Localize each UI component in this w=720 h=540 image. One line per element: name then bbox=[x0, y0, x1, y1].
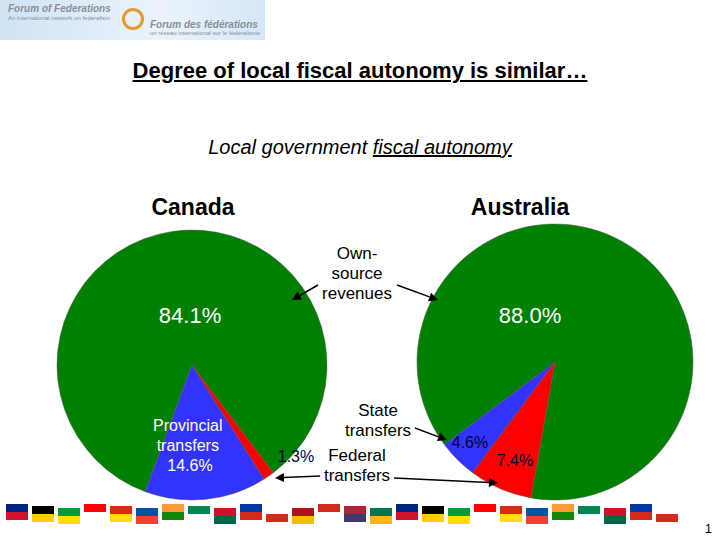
svg-text:transfers: transfers bbox=[157, 437, 224, 454]
svg-text:Provincial: Provincial bbox=[153, 417, 227, 434]
svg-text:transfers: transfers bbox=[324, 466, 390, 485]
html-text:Degree of local fiscal autonom: Degree of local fiscal autonomy is simil… bbox=[132, 58, 588, 83]
svg-text:Australia: Australia bbox=[471, 194, 570, 220]
svg-text:84.1%: 84.1% bbox=[159, 303, 221, 328]
svg-text:State: State bbox=[358, 401, 398, 420]
svg-text:7.4%: 7.4% bbox=[497, 452, 533, 469]
html-text:Forum des fédérations: Forum des fédérations bbox=[150, 19, 258, 30]
svg-text:4.6%: 4.6% bbox=[452, 434, 488, 451]
html-text:1: 1 bbox=[704, 521, 712, 536]
svg-text:88.0%: 88.0% bbox=[499, 303, 561, 328]
svg-text:transfers: transfers bbox=[345, 421, 411, 440]
svg-text:14.6%: 14.6% bbox=[167, 457, 212, 474]
html-text:An international network on fe: An international network on federalism bbox=[8, 15, 111, 21]
html-text:Local government fiscal autono: Local government fiscal autonomy bbox=[208, 136, 512, 158]
svg-text:1.3%: 1.3% bbox=[278, 448, 314, 465]
html-text:un réseau international sur le: un réseau international sur le fédéralis… bbox=[150, 30, 261, 36]
svg-text:revenues: revenues bbox=[322, 284, 392, 303]
html-text:Forum of Federations: Forum of Federations bbox=[8, 3, 111, 14]
svg-text:Own-: Own- bbox=[337, 244, 378, 263]
svg-text:source: source bbox=[331, 264, 382, 283]
svg-text:Federal: Federal bbox=[328, 446, 386, 465]
svg-text:Canada: Canada bbox=[151, 194, 234, 220]
